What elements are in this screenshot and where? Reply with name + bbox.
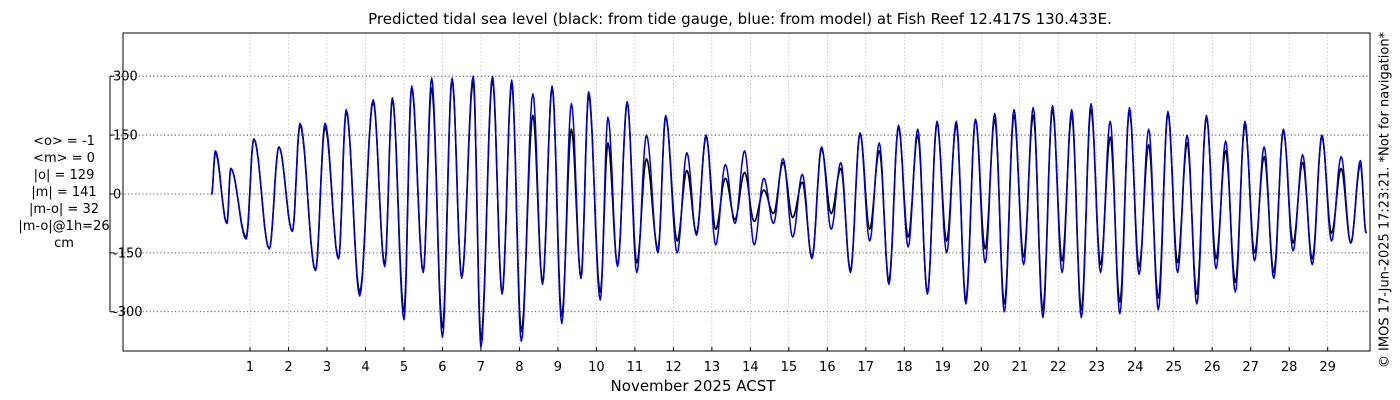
chart-title: Predicted tidal sea level (black: from t… (368, 10, 1112, 28)
x-tick-label: 19 (935, 360, 952, 375)
stats-panel: <o> = -1 <m> = 0 |o| = 129 |m| = 141 |m-… (8, 133, 120, 252)
x-tick-label: 7 (477, 360, 485, 375)
x-tick-label: 5 (400, 360, 408, 375)
y-tick-label: 300 (113, 70, 138, 85)
y-tick-label: 150 (113, 129, 138, 144)
x-tick-label: 21 (1011, 360, 1028, 375)
x-tick-label: 12 (665, 360, 682, 375)
series-model-line (210, 75, 1367, 348)
y-tick-label: 0 (113, 187, 121, 202)
x-tick-label: 8 (515, 360, 523, 375)
stat-unit: cm (54, 236, 74, 251)
stat-abs-diff-1h: |m-o|@1h=26 (18, 219, 110, 234)
stat-mean-model: <m> = 0 (33, 151, 95, 166)
y-tick-label: -150 (113, 246, 143, 261)
x-tick-label: 10 (588, 360, 605, 375)
x-tick-label: 17 (858, 360, 875, 375)
x-tick-label: 27 (1242, 360, 1259, 375)
x-tick-label: 22 (1050, 360, 1067, 375)
plot-frame (122, 32, 1371, 352)
x-tick-label: 13 (704, 360, 721, 375)
x-tick-label: 18 (896, 360, 913, 375)
x-tick-label: 1 (246, 360, 254, 375)
x-tick-label: 23 (1088, 360, 1105, 375)
series-lines (210, 75, 1367, 348)
x-tick-label: 6 (438, 360, 446, 375)
y-axis: -300 -150 0 150 300 (109, 70, 143, 320)
stat-abs-diff: |m-o| = 32 (28, 202, 99, 217)
x-tick-label: 11 (627, 360, 644, 375)
x-tick-label: 29 (1319, 360, 1336, 375)
x-tick-label: 25 (1165, 360, 1182, 375)
x-axis: 1 2 3 4 5 6 7 8 9 10 11 12 13 14 15 16 17 18 19 20 21 22 23 24 2… (246, 347, 1336, 375)
x-tick-label: 2 (284, 360, 292, 375)
x-tick-label: 16 (819, 360, 836, 375)
plot-background (123, 33, 1370, 351)
y-tick-label: -300 (113, 305, 143, 320)
stat-mean-observed: <o> = -1 (33, 134, 95, 149)
stat-abs-model: |m| = 141 (31, 185, 97, 200)
x-tick-label: 3 (323, 360, 331, 375)
x-tick-label: 26 (1204, 360, 1221, 375)
x-tick-label: 4 (361, 360, 369, 375)
x-tick-label: 24 (1127, 360, 1144, 375)
x-tick-label: 9 (554, 360, 562, 375)
x-axis-label: November 2025 ACST (611, 377, 777, 395)
x-tick-label: 20 (973, 360, 990, 375)
x-tick-label: 28 (1281, 360, 1298, 375)
stat-abs-observed: |o| = 129 (33, 168, 95, 183)
x-tick-label: 14 (742, 360, 759, 375)
x-tick-label: 15 (781, 360, 798, 375)
